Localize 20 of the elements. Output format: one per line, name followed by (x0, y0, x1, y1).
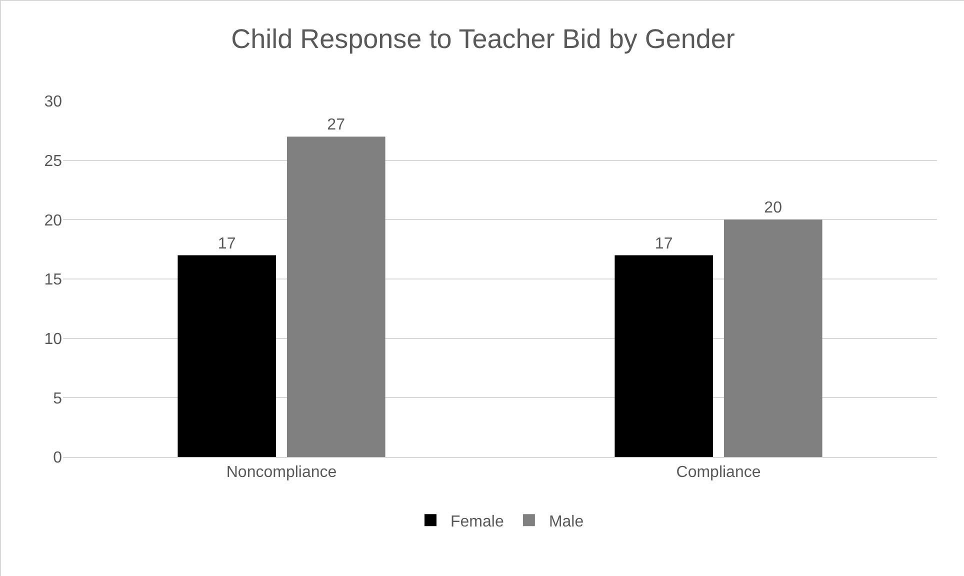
bar (724, 220, 822, 457)
data-label: 27 (327, 116, 346, 134)
chart-title: Child Response to Teacher Bid by Gender (231, 24, 735, 54)
data-label: 17 (218, 235, 236, 252)
legend-label: Male (548, 513, 584, 530)
legend-label: Female (450, 513, 504, 530)
y-tick-label: 25 (44, 152, 62, 170)
y-tick-label: 5 (53, 390, 62, 408)
x-tick-label: Compliance (676, 464, 761, 482)
data-label: 20 (764, 200, 782, 217)
y-tick-label: 0 (53, 450, 62, 467)
y-tick-label: 30 (44, 94, 62, 111)
y-tick-label: 20 (44, 212, 62, 230)
x-tick-label: Noncompliance (226, 464, 337, 482)
data-label: 17 (654, 235, 673, 252)
y-tick-label: 10 (44, 330, 62, 348)
bar (178, 255, 276, 457)
bar (286, 136, 386, 457)
bar (614, 255, 714, 457)
y-tick-label: 15 (44, 272, 62, 289)
